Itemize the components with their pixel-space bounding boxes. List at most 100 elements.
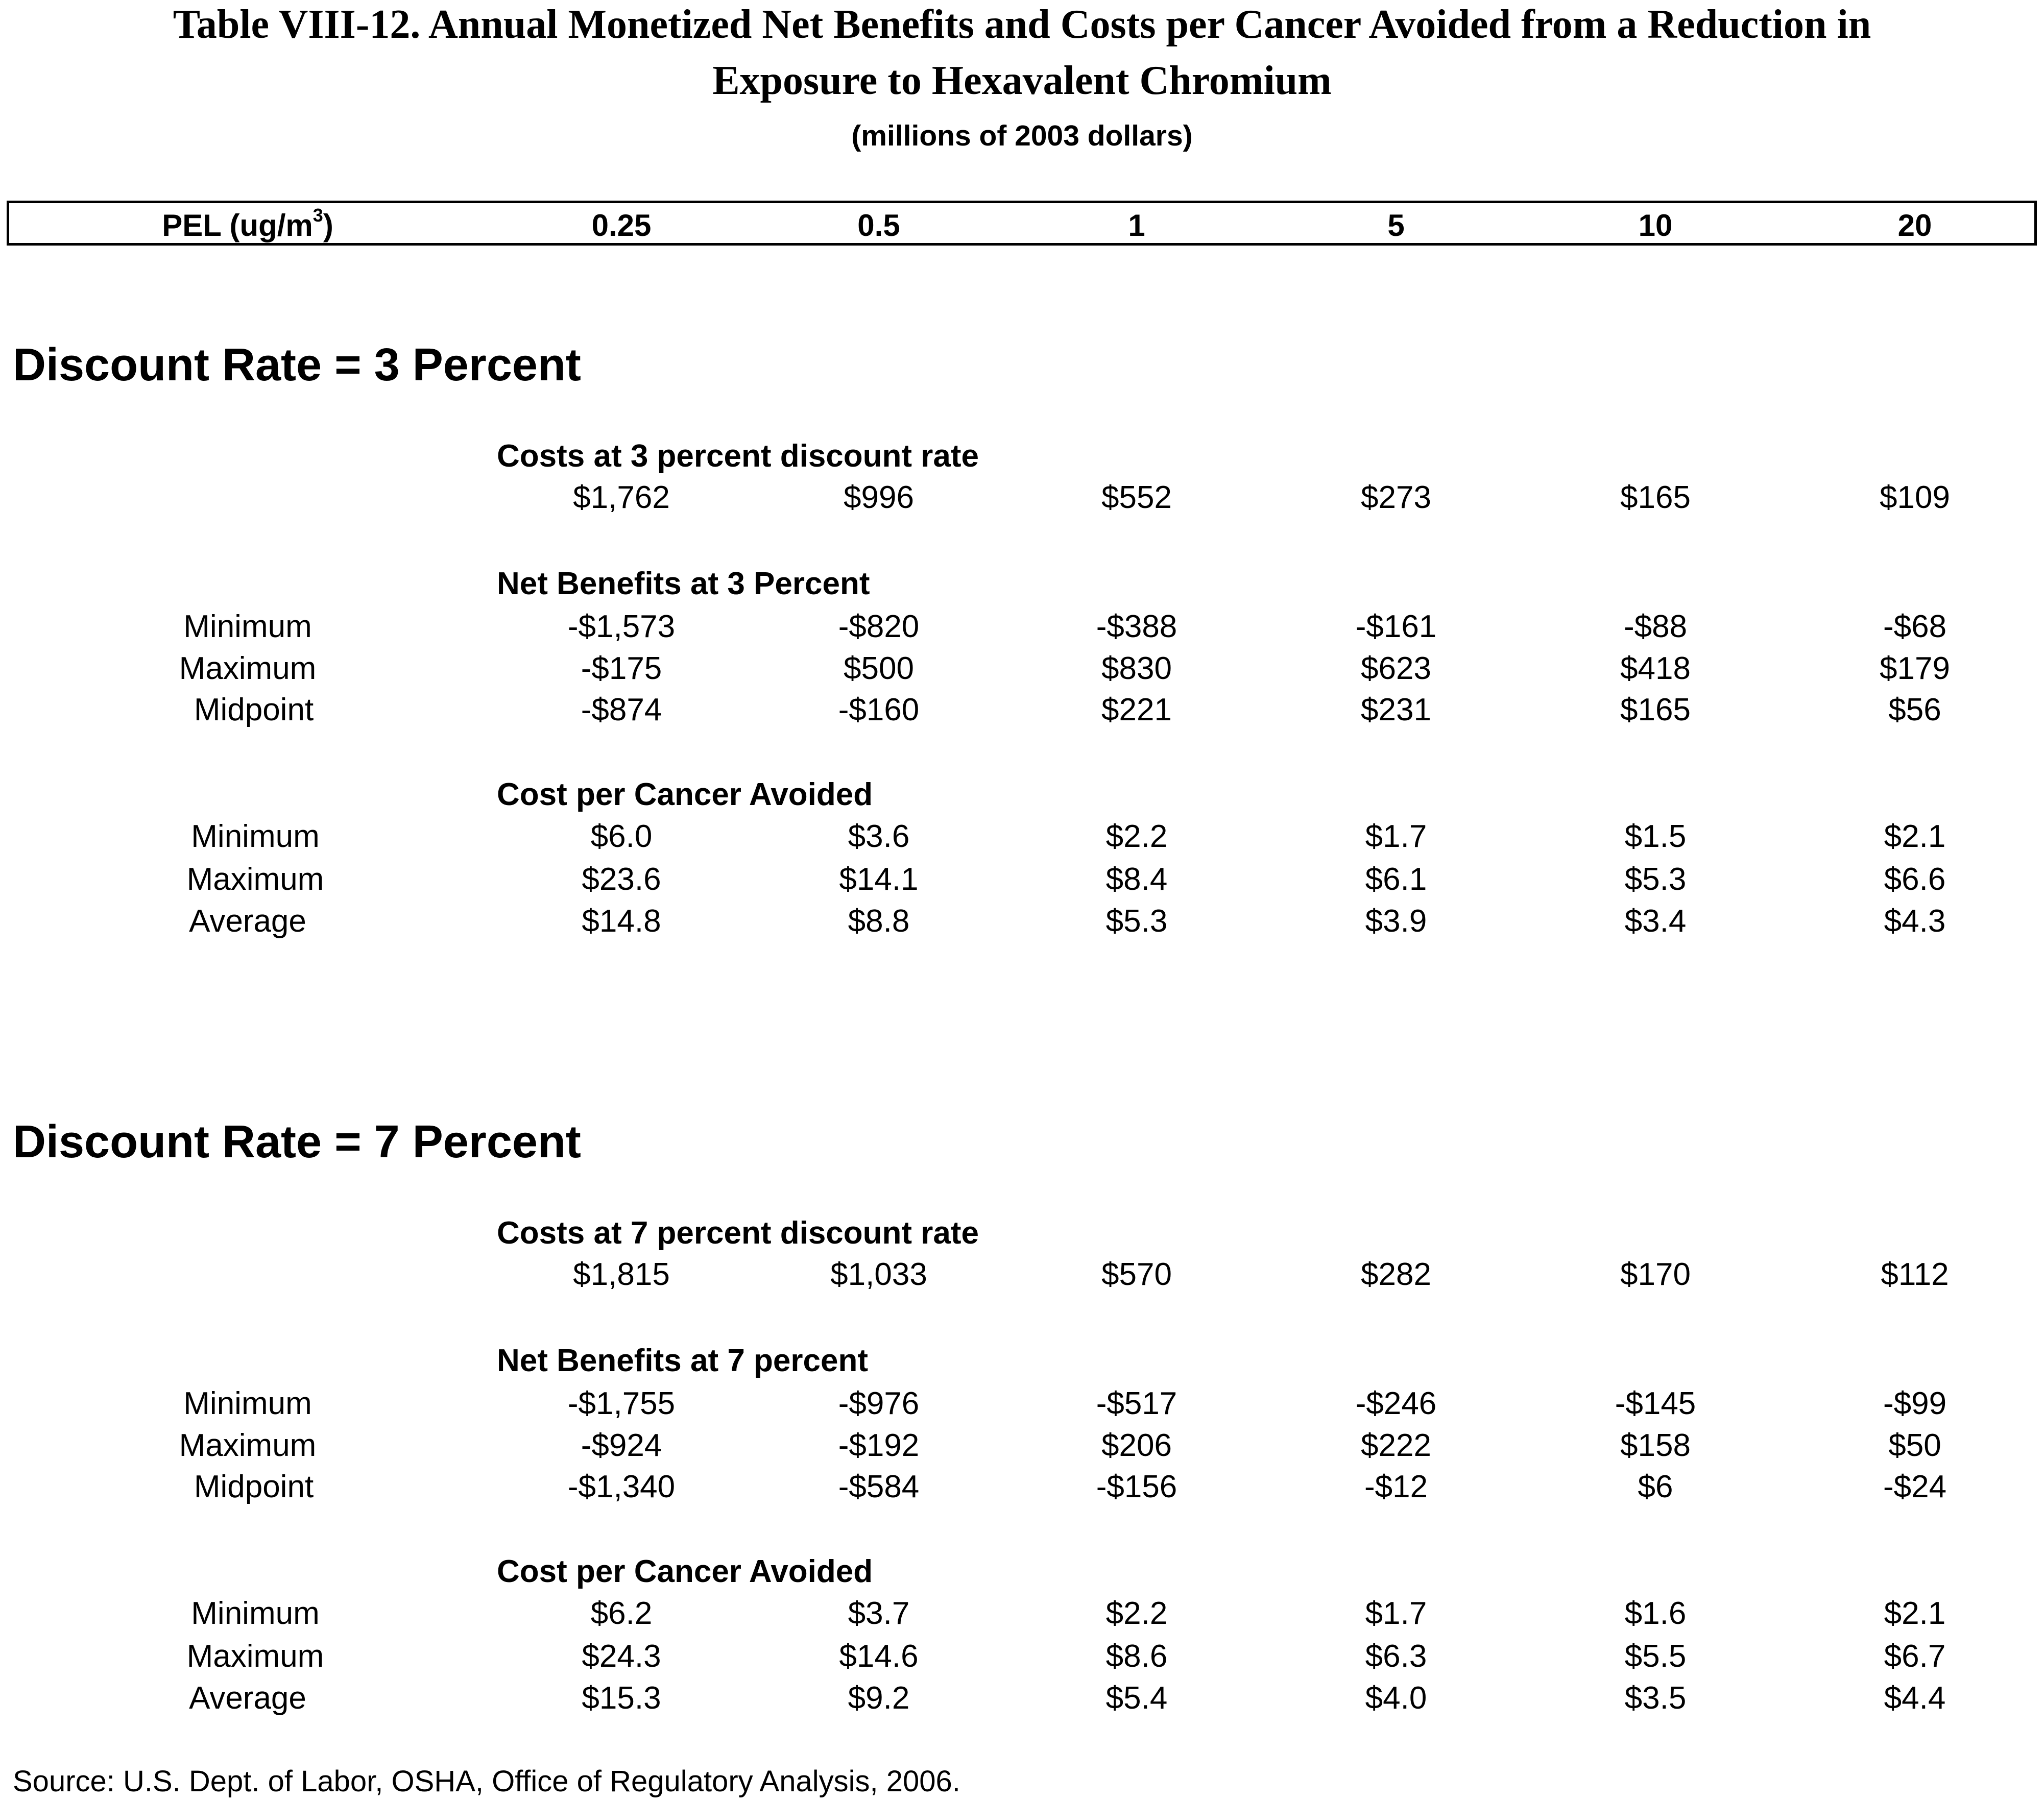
- cost-per-cancer-value: $1.6: [1624, 1596, 1687, 1631]
- cost-per-cancer-value: $3.4: [1624, 904, 1687, 939]
- net-benefit-value: -$161: [1355, 609, 1437, 644]
- net-benefit-value: -$874: [581, 692, 662, 727]
- cost-value: $273: [1361, 480, 1431, 515]
- row-label: Maximum: [179, 651, 317, 686]
- net-benefit-value: -$246: [1355, 1386, 1437, 1421]
- cost-per-cancer-value: $24.3: [582, 1639, 661, 1674]
- cost-per-cancer-value: $5.3: [1624, 862, 1687, 897]
- cost-per-cancer-value: $5.3: [1105, 904, 1168, 939]
- net-benefit-value: $222: [1361, 1428, 1431, 1463]
- net-benefit-value: $623: [1361, 651, 1431, 686]
- net-benefit-value: -$156: [1096, 1469, 1177, 1504]
- row-label: Maximum: [186, 1639, 324, 1674]
- pel-label-superscript: 3: [312, 205, 323, 226]
- section-heading: Discount Rate = 3 Percent: [13, 339, 581, 391]
- pel-column-header: 0.25: [591, 208, 652, 242]
- cost-per-cancer-value: $3.7: [848, 1596, 910, 1631]
- net-benefit-value: -$68: [1883, 609, 1947, 644]
- pel-column-header: 5: [1387, 208, 1405, 242]
- net-benefit-value: -$517: [1096, 1386, 1177, 1421]
- net-benefit-value: -$1,340: [567, 1469, 676, 1504]
- row-label: Maximum: [179, 1428, 317, 1463]
- cost-value: $996: [844, 480, 914, 515]
- cost-per-cancer-value: $2.1: [1884, 819, 1946, 854]
- table-title-line-1: Table VIII-12. Annual Monetized Net Bene…: [173, 2, 1871, 47]
- cost-value: $1,815: [573, 1257, 670, 1292]
- cost-per-cancer-value: $6.6: [1884, 862, 1946, 897]
- cost-per-cancer-value: $6.0: [590, 819, 653, 854]
- net-benefit-value: -$12: [1364, 1469, 1428, 1504]
- cost-per-cancer-value: $6.3: [1365, 1639, 1427, 1674]
- row-label: Minimum: [191, 1596, 320, 1631]
- net-benefits-subheading: Net Benefits at 7 percent: [497, 1343, 868, 1378]
- cost-per-cancer-value: $9.2: [848, 1681, 910, 1716]
- cost-per-cancer-value: $8.4: [1105, 862, 1168, 897]
- net-benefit-value: -$1,573: [567, 609, 676, 644]
- cost-per-cancer-value: $1.7: [1365, 819, 1427, 854]
- cost-value: $165: [1620, 480, 1691, 515]
- table-subtitle: (millions of 2003 dollars): [851, 119, 1193, 152]
- net-benefit-value: -$175: [581, 651, 662, 686]
- cost-per-cancer-value: $8.8: [848, 904, 910, 939]
- net-benefit-value: $418: [1620, 651, 1691, 686]
- pel-label-close: ): [323, 208, 333, 242]
- cost-per-cancer-value: $1.7: [1365, 1596, 1427, 1631]
- cost-per-cancer-value: $4.4: [1884, 1681, 1946, 1716]
- cost-value: $112: [1881, 1257, 1949, 1292]
- cost-value: $170: [1620, 1257, 1691, 1292]
- net-benefit-value: $231: [1361, 692, 1431, 727]
- row-label: Minimum: [183, 609, 312, 644]
- header-row-box: [7, 201, 2037, 246]
- row-label: Minimum: [183, 1386, 312, 1421]
- net-benefits-subheading: Net Benefits at 3 Percent: [497, 566, 870, 601]
- cost-per-cancer-value: $3.6: [848, 819, 910, 854]
- pel-column-header: 0.5: [857, 208, 900, 242]
- cost-per-cancer-value: $3.9: [1365, 904, 1427, 939]
- net-benefit-value: -$99: [1883, 1386, 1947, 1421]
- costs-subheading: Costs at 7 percent discount rate: [497, 1215, 979, 1251]
- net-benefit-value: $158: [1620, 1428, 1691, 1463]
- net-benefit-value: $830: [1101, 651, 1172, 686]
- cost-per-cancer-value: $4.0: [1365, 1681, 1427, 1716]
- cost-per-cancer-value: $23.6: [582, 862, 661, 897]
- pel-column-header: 1: [1128, 208, 1145, 242]
- table-title-line-2: Exposure to Hexavalent Chromium: [712, 58, 1332, 103]
- net-benefit-value: $6: [1638, 1469, 1673, 1504]
- row-label: Midpoint: [194, 1469, 314, 1504]
- cost-per-cancer-value: $3.5: [1624, 1681, 1687, 1716]
- net-benefit-value: -$584: [838, 1469, 920, 1504]
- net-benefit-value: -$145: [1615, 1386, 1696, 1421]
- cost-per-cancer-value: $14.8: [582, 904, 661, 939]
- cost-per-cancer-subheading: Cost per Cancer Avoided: [497, 777, 873, 812]
- net-benefit-value: $500: [844, 651, 914, 686]
- net-benefit-value: $221: [1101, 692, 1172, 727]
- cost-per-cancer-value: $14.1: [839, 862, 919, 897]
- row-label: Average: [189, 904, 306, 939]
- net-benefit-value: $50: [1888, 1428, 1941, 1463]
- net-benefit-value: -$976: [838, 1386, 920, 1421]
- cost-per-cancer-value: $2.1: [1884, 1596, 1946, 1631]
- row-label: Average: [189, 1681, 306, 1716]
- cost-value: $552: [1101, 480, 1172, 515]
- net-benefit-value: $56: [1888, 692, 1941, 727]
- cost-per-cancer-value: $15.3: [582, 1681, 661, 1716]
- cost-value: $109: [1880, 480, 1950, 515]
- net-benefit-value: -$820: [838, 609, 920, 644]
- net-benefit-value: -$924: [581, 1428, 662, 1463]
- row-label: Minimum: [191, 819, 320, 854]
- costs-subheading: Costs at 3 percent discount rate: [497, 439, 979, 474]
- net-benefit-value: -$160: [838, 692, 920, 727]
- net-benefit-value: -$24: [1883, 1469, 1947, 1504]
- cost-per-cancer-value: $2.2: [1105, 819, 1168, 854]
- net-benefit-value: -$192: [838, 1428, 920, 1463]
- net-benefit-value: -$388: [1096, 609, 1177, 644]
- cost-per-cancer-value: $6.7: [1884, 1639, 1946, 1674]
- pel-column-header: 20: [1897, 208, 1932, 242]
- cost-value: $570: [1101, 1257, 1172, 1292]
- pel-label-text: PEL (ug/m: [162, 208, 313, 242]
- net-benefit-value: $206: [1101, 1428, 1172, 1463]
- cost-per-cancer-value: $6.2: [590, 1596, 653, 1631]
- cost-per-cancer-value: $8.6: [1105, 1639, 1168, 1674]
- cost-per-cancer-value: $4.3: [1884, 904, 1946, 939]
- row-label: Midpoint: [194, 692, 314, 727]
